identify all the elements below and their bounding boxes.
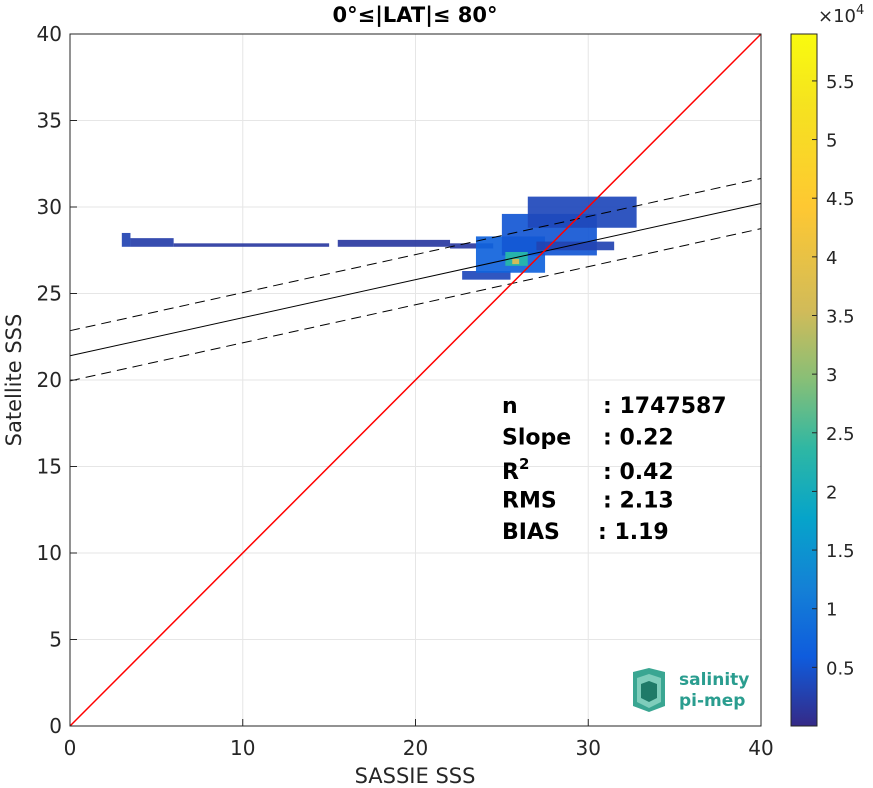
regression-lines	[69, 33, 762, 727]
colorbar-ticks: 0.5 1 1.5 2 2.5 3 3.5 4 4.5 5 5.5	[812, 72, 855, 679]
x-axis-label: SASSIE SSS	[355, 764, 476, 788]
density-cell-5	[462, 271, 511, 280]
fit-line	[69, 203, 762, 357]
stat-label-3: RMS	[502, 489, 557, 514]
logo-line-1: salinity	[679, 670, 749, 690]
colorbar-tick-label-10: 5.5	[826, 72, 855, 93]
stat-label-4: BIAS	[502, 520, 560, 545]
density-map	[121, 196, 637, 280]
colorbar-tick-label-0: 0.5	[826, 658, 855, 679]
density-cell-11	[512, 258, 520, 265]
y-tick-label-5: 25	[37, 282, 62, 306]
y-tick-label-8: 40	[37, 22, 62, 46]
colorbar-exponent: ×104	[818, 3, 864, 27]
y-tick-label-2: 10	[37, 541, 62, 565]
colorbar	[790, 33, 818, 727]
x-tick-label-3: 30	[576, 736, 601, 760]
chart-title: 0°≤|LAT|≤ 80°	[332, 3, 497, 28]
y-tick-label-4: 20	[37, 368, 62, 392]
colorbar-tick-label-7: 4	[826, 248, 837, 269]
density-cell-2	[173, 243, 330, 247]
colorbar-tick-label-9: 5	[826, 131, 837, 152]
colorbar-tick-label-4: 2.5	[826, 424, 855, 445]
density-cell-9	[536, 241, 615, 251]
colorbar-tick-label-6: 3.5	[826, 306, 855, 327]
y-axis-label: Satellite SSS	[2, 314, 26, 447]
stat-label-0: n	[502, 394, 518, 419]
x-tick-label-0: 0	[64, 736, 77, 760]
stat-value-1: : 0.22	[603, 426, 674, 451]
density-cell-1	[130, 238, 174, 247]
fit-bound-line-1	[69, 228, 762, 382]
x-tick-label-4: 40	[748, 736, 773, 760]
density-cell-0	[121, 232, 131, 247]
colorbar-tick-label-3: 2	[826, 482, 837, 503]
colorbar-tick-label-8: 4.5	[826, 189, 855, 210]
y-tick-label-1: 5	[49, 628, 62, 652]
density-cell-4	[450, 243, 494, 249]
salinity-pi-mep-logo: salinity pi-mep	[633, 668, 749, 712]
axis-ticks: 0 10 20 30 40 0 5 10 15 20 25 30 35 40	[37, 22, 774, 760]
fit-bound-line-0	[69, 177, 762, 332]
stat-value-2: : 0.42	[603, 460, 674, 485]
colorbar-tick-label-2: 1.5	[826, 541, 855, 562]
logo-line-2: pi-mep	[679, 691, 745, 711]
x-tick-label-2: 20	[403, 736, 428, 760]
density-cell-3	[337, 239, 451, 247]
identity-line	[69, 33, 762, 727]
stat-value-0: : 1747587	[603, 394, 727, 419]
y-tick-label-3: 15	[37, 455, 62, 479]
x-tick-label-1: 10	[230, 736, 255, 760]
colorbar-tick-label-5: 3	[826, 365, 837, 386]
stat-value-3: : 2.13	[603, 489, 674, 514]
stat-label-1: Slope	[502, 426, 571, 451]
stat-value-4: : 1.19	[598, 520, 669, 545]
y-tick-label-6: 30	[37, 195, 62, 219]
y-tick-label-7: 35	[37, 109, 62, 133]
colorbar-tick-label-1: 1	[826, 600, 837, 621]
y-tick-label-0: 0	[49, 714, 62, 738]
